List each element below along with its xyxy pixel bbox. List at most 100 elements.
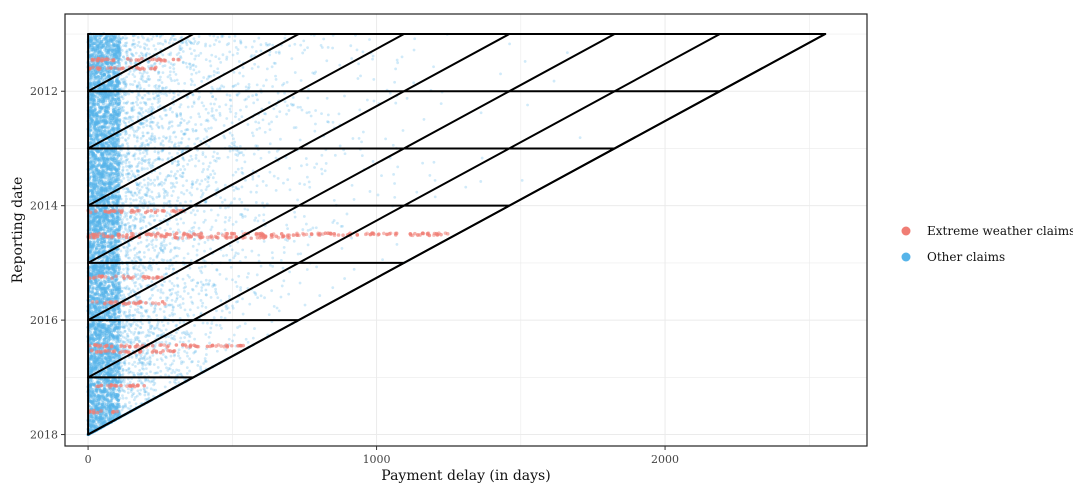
data-point-other: [239, 39, 242, 42]
data-point-other: [239, 213, 242, 216]
data-point-other: [279, 138, 282, 141]
data-point-other: [225, 278, 228, 281]
data-point-other: [149, 195, 152, 198]
data-point-other: [315, 162, 318, 165]
data-point-other: [371, 58, 374, 61]
data-point-other: [142, 151, 145, 154]
data-point-other: [167, 61, 170, 64]
data-point-other: [197, 306, 200, 309]
data-point-other: [122, 177, 125, 180]
data-point-other: [127, 137, 130, 140]
data-point-other: [183, 350, 186, 353]
data-point-other: [146, 77, 149, 80]
data-point-other: [124, 403, 127, 406]
data-point-other: [283, 251, 286, 254]
data-point-other: [234, 153, 237, 156]
data-point-other: [193, 58, 196, 61]
data-point-other: [362, 51, 365, 54]
data-point-other: [232, 85, 235, 88]
data-point-other: [168, 213, 171, 216]
data-point-other: [187, 340, 190, 343]
data-point-other: [137, 36, 140, 39]
data-point-other: [205, 306, 208, 309]
data-point-other: [149, 363, 152, 366]
data-point-other: [134, 365, 137, 368]
data-point-other: [285, 113, 288, 116]
data-point-other: [143, 199, 146, 202]
data-point-other: [211, 226, 214, 229]
data-point-other: [198, 292, 201, 295]
data-point-other: [165, 296, 168, 299]
data-point-other: [129, 177, 132, 180]
data-point-other: [219, 196, 222, 199]
data-point-other: [148, 397, 151, 400]
data-point-other: [218, 57, 221, 60]
data-point-other: [121, 370, 124, 373]
data-point-other: [215, 181, 218, 184]
data-point-other: [188, 357, 191, 360]
data-point-other: [190, 186, 193, 189]
data-point-other: [126, 53, 129, 56]
data-point-other: [197, 54, 200, 57]
data-point-other: [129, 83, 132, 86]
data-point-other: [229, 150, 232, 153]
data-point-other: [200, 286, 203, 289]
data-point-other: [163, 310, 166, 313]
data-point-other: [176, 223, 179, 226]
data-point-other: [158, 84, 161, 87]
data-point-other: [142, 134, 145, 137]
data-point-other: [219, 61, 222, 64]
data-point-other: [202, 151, 205, 154]
data-point-other: [134, 145, 137, 148]
data-point-other: [128, 134, 131, 137]
data-point-other: [301, 109, 304, 112]
data-point-other: [225, 56, 228, 59]
data-point-other: [204, 201, 207, 204]
data-point-other: [189, 200, 192, 203]
data-point-other: [343, 95, 346, 98]
data-point-other: [268, 122, 271, 125]
data-point-other: [157, 366, 160, 369]
data-point-other: [263, 240, 266, 243]
data-point-other: [164, 87, 167, 90]
data-point-other: [155, 238, 158, 241]
data-point-other: [140, 137, 143, 140]
data-point-other: [237, 82, 240, 85]
data-point-other: [153, 150, 156, 153]
data-point-other: [167, 335, 170, 338]
data-point-other: [244, 179, 247, 182]
data-point-other: [207, 177, 210, 180]
data-point-other: [209, 248, 212, 251]
data-point-other: [176, 199, 179, 202]
data-point-other: [282, 182, 285, 185]
data-point-other: [211, 110, 214, 113]
data-point-other: [288, 167, 291, 170]
data-point-other: [173, 284, 176, 287]
data-point-other: [130, 331, 133, 334]
data-point-other: [141, 73, 144, 76]
data-point-other: [224, 221, 227, 224]
data-point-other: [193, 221, 196, 224]
data-point-other: [318, 294, 321, 297]
data-point-other: [143, 46, 146, 49]
data-point-other: [150, 190, 153, 193]
data-point-other: [125, 37, 128, 40]
data-point-other: [231, 121, 234, 124]
data-point-other: [182, 297, 185, 300]
data-point-other: [202, 221, 205, 224]
data-point-other: [214, 288, 217, 291]
data-point-other: [325, 59, 328, 62]
data-point-other: [262, 84, 265, 87]
data-point-other: [133, 361, 136, 364]
data-point-other: [131, 356, 134, 359]
data-point-other: [149, 223, 152, 226]
data-point-other: [211, 285, 214, 288]
data-point-other: [170, 156, 173, 159]
data-point-other: [140, 219, 143, 222]
data-point-other: [143, 94, 146, 97]
data-point-other: [257, 37, 260, 40]
data-point-other: [275, 157, 278, 160]
data-point-other: [137, 157, 140, 160]
data-point-other: [169, 175, 172, 178]
data-point-other: [214, 290, 217, 293]
